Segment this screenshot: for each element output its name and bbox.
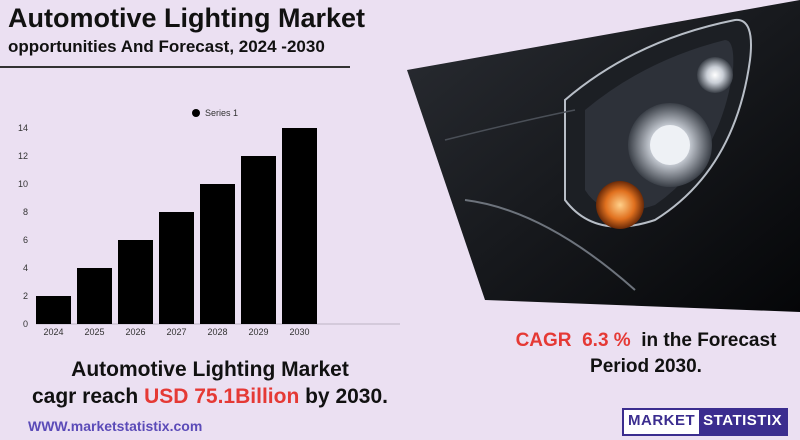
- x-tick-label: 2029: [248, 327, 268, 337]
- bar: [77, 268, 112, 324]
- x-tick-label: 2025: [84, 327, 104, 337]
- x-tick-label: 2028: [207, 327, 227, 337]
- car-headlight-icon: [407, 0, 800, 312]
- bar: [118, 240, 153, 324]
- cagr-value: 6.3 %: [582, 330, 631, 351]
- y-tick-label: 10: [18, 179, 28, 189]
- summary-prefix: cagr reach: [31, 385, 139, 408]
- legend-label: Series 1: [205, 108, 238, 118]
- cagr-statement: CAGR 6.3 % in the Forecast Period 2030.: [496, 328, 796, 380]
- logo-part-market: MARKET: [624, 410, 700, 434]
- bar: [36, 296, 71, 324]
- website-link[interactable]: WWW.marketstatistix.com: [28, 418, 203, 434]
- bar: [282, 128, 317, 324]
- cagr-line-1: CAGR 6.3 % in the Forecast: [496, 328, 796, 354]
- x-tick-label: 2027: [166, 327, 186, 337]
- cagr-period: Period 2030.: [590, 356, 702, 377]
- page-subtitle: opportunities And Forecast, 2024 -2030: [8, 37, 325, 56]
- y-tick-label: 12: [18, 151, 28, 161]
- x-tick-label: 2030: [289, 327, 309, 337]
- bar-chart: Series 1 0 2 4 6 8 10 12 14 2024 2025 2026 2027 2028 2…: [8, 100, 404, 340]
- bar-chart-svg: Series 1 0 2 4 6 8 10 12 14 2024 2025 2026 2027 2028 2…: [18, 108, 400, 337]
- headlight-photo: [405, 0, 800, 312]
- page-title: Automotive Lighting Market: [8, 3, 365, 33]
- y-tick-label: 2: [23, 291, 28, 301]
- bar: [200, 184, 235, 324]
- cagr-label: CAGR: [515, 330, 572, 351]
- y-tick-label: 14: [18, 123, 28, 133]
- bar: [159, 212, 194, 324]
- market-summary: Automotive Lighting Market cagr reach US…: [0, 356, 420, 410]
- cagr-text: in the Forecast: [641, 330, 777, 351]
- market-value: USD 75.1Billion: [144, 385, 300, 408]
- summary-line-2: cagr reach USD 75.1Billion by 2030.: [0, 383, 420, 410]
- summary-line-1: Automotive Lighting Market: [71, 358, 349, 381]
- brand-logo: MARKET STATISTIX: [622, 408, 789, 436]
- x-tick-label: 2026: [125, 327, 145, 337]
- y-tick-label: 4: [23, 263, 28, 273]
- legend-marker: [192, 109, 200, 117]
- summary-suffix: by 2030.: [305, 385, 389, 408]
- y-tick-label: 6: [23, 235, 28, 245]
- logo-part-statistix: STATISTIX: [699, 410, 787, 434]
- bar: [241, 156, 276, 324]
- y-tick-label: 8: [23, 207, 28, 217]
- x-tick-label: 2024: [43, 327, 63, 337]
- y-tick-label: 0: [23, 319, 28, 329]
- title-divider: [0, 66, 350, 68]
